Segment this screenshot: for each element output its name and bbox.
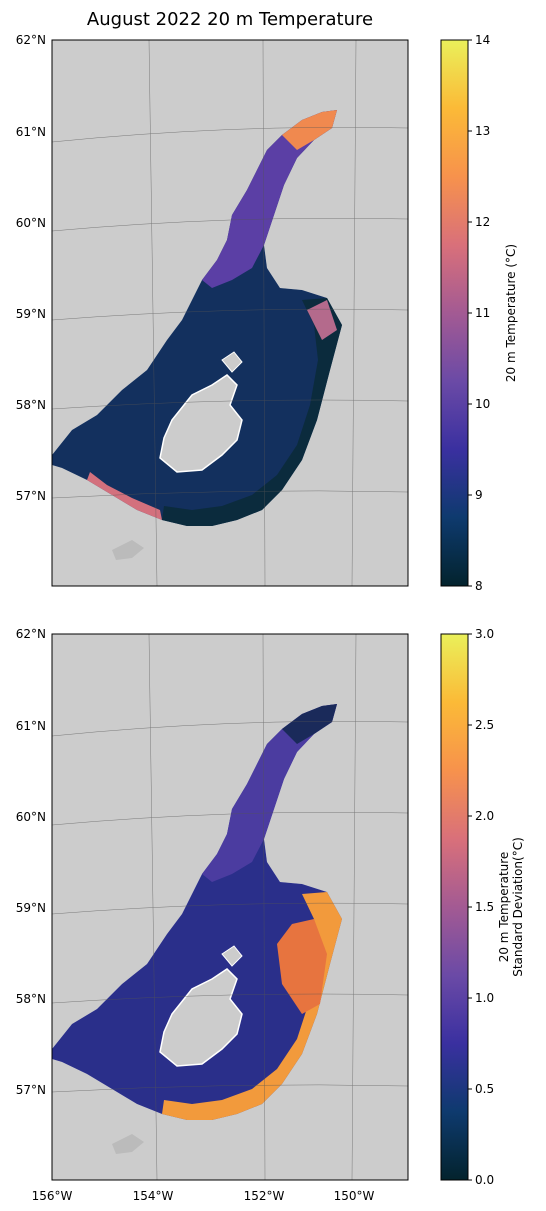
colorbar-tick-label: 9 — [475, 488, 483, 502]
graticule — [52, 634, 408, 1180]
figure-title: August 2022 20 m Temperature — [87, 9, 373, 30]
latitude-line — [52, 811, 408, 826]
longitude-line — [262, 40, 266, 586]
upper-inlet-field — [202, 110, 337, 288]
longitude-line — [262, 634, 266, 1180]
small-island — [221, 351, 243, 373]
offshore-island — [112, 1134, 144, 1154]
map-frame — [51, 633, 409, 1181]
latitude-tick-label: 60°N — [16, 810, 46, 824]
graticule — [52, 40, 408, 586]
kodiak-island — [159, 968, 243, 1067]
head-of-inlet-field — [282, 704, 337, 744]
longitude-tick-label: 156°W — [32, 1189, 73, 1203]
colorbar-label: 20 m TemperatureStandard Deviation(°C) — [497, 837, 525, 977]
kodiak-island — [159, 374, 243, 473]
latitude-line — [52, 902, 408, 915]
latitude-tick-label: 61°N — [16, 125, 46, 139]
latitude-line — [52, 308, 408, 321]
longitude-tick-label: 150°W — [334, 1189, 375, 1203]
longitude-line — [148, 634, 158, 1180]
latitude-line — [52, 490, 408, 499]
map-panel-temperature — [51, 39, 409, 587]
longitude-line — [351, 634, 357, 1180]
colorbar-tick-label: 14 — [475, 33, 490, 47]
colorbar-tick-label: 13 — [475, 124, 490, 138]
latitude-tick-label: 61°N — [16, 719, 46, 733]
latitude-tick-label: 59°N — [16, 901, 46, 915]
upper-inlet-field — [202, 704, 337, 882]
latitude-tick-label: 57°N — [16, 489, 46, 503]
latitude-line — [52, 399, 408, 410]
latitude-line — [52, 1084, 408, 1093]
colorbar-tick-label: 12 — [475, 215, 490, 229]
latitude-tick-label: 58°N — [16, 398, 46, 412]
longitude-line — [351, 40, 357, 586]
warm-patch — [307, 300, 337, 340]
map-panel-standard-deviation — [51, 633, 409, 1181]
colorbar-tick-label: 10 — [475, 397, 490, 411]
latitude-tick-label: 62°N — [16, 33, 46, 47]
map-frame — [51, 39, 409, 587]
colorbar-tick-label: 11 — [475, 306, 490, 320]
colorbar-gradient — [440, 39, 469, 587]
longitude-tick-labels: 156°W 154°W 152°W 150°W — [32, 1189, 375, 1203]
latitude-line — [52, 721, 408, 737]
latitude-line — [52, 217, 408, 232]
colorbar-gradient — [440, 633, 469, 1181]
latitude-tick-labels-bottom: 62°N 61°N 60°N 59°N 58°N 57°N — [16, 627, 46, 1097]
longitude-tick-label: 152°W — [244, 1189, 285, 1203]
latitude-line — [52, 993, 408, 1004]
small-island — [221, 945, 243, 967]
colorbar-label: 20 m Temperature (°C) — [504, 244, 518, 382]
colorbar-tick-label: 1.0 — [475, 991, 494, 1005]
colorbar-tick-label: 0.0 — [475, 1173, 494, 1187]
latitude-line — [52, 127, 408, 143]
colorbar-tick-label: 0.5 — [475, 1082, 494, 1096]
latitude-tick-label: 57°N — [16, 1083, 46, 1097]
head-of-inlet-field — [282, 110, 337, 150]
colorbar-tick-label: 3.0 — [475, 627, 494, 641]
longitude-line — [148, 40, 158, 586]
colorbar-tick-label: 8 — [475, 579, 483, 593]
latitude-tick-label: 59°N — [16, 307, 46, 321]
latitude-tick-label: 62°N — [16, 627, 46, 641]
sd-hotspot — [277, 919, 327, 1014]
latitude-tick-labels-top: 62°N 61°N 60°N 59°N 58°N 57°N — [16, 33, 46, 503]
colorbar-tick-label: 2.0 — [475, 809, 494, 823]
latitude-tick-label: 60°N — [16, 216, 46, 230]
latitude-tick-label: 58°N — [16, 992, 46, 1006]
colorbar-standard-deviation: 0.0 0.5 1.0 1.5 2.0 2.5 3.0 20 m TemperatureSta… — [440, 627, 525, 1187]
shelf-edge-field — [162, 892, 342, 1120]
offshore-island — [112, 540, 144, 560]
colorbar-tick-label: 1.5 — [475, 900, 494, 914]
southwest-warm-band — [87, 472, 162, 520]
colorbar-tick-label: 2.5 — [475, 718, 494, 732]
longitude-tick-label: 154°W — [133, 1189, 174, 1203]
colorbar-temperature: 8 9 10 11 12 13 14 20 m Temperature (°C) — [440, 33, 518, 593]
